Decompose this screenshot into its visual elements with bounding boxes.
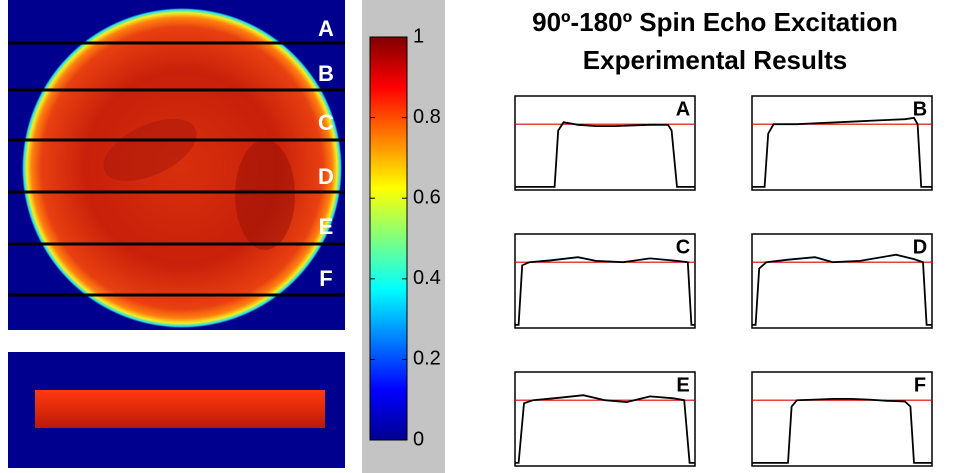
colorbar-tick-label: 0.8: [413, 106, 441, 128]
slice-label: F: [319, 266, 332, 291]
title-line: Experimental Results: [583, 45, 847, 75]
colorbar: [369, 36, 408, 441]
plot-frame: [751, 371, 933, 467]
profile-line: [515, 394, 695, 464]
slice-label: C: [318, 110, 334, 135]
plot-frame: [751, 233, 933, 329]
slice-label: D: [318, 164, 334, 189]
plot-label: A: [676, 98, 690, 120]
plot-label: B: [913, 98, 927, 120]
colorbar-tick-label: 0.6: [413, 186, 441, 208]
title-line: 90º-180º Spin Echo Excitation: [532, 7, 898, 37]
plot-label: E: [676, 374, 689, 396]
slice-label: B: [318, 61, 334, 86]
plot-frame: [751, 95, 933, 191]
profile-line: [752, 116, 932, 188]
slice-label: E: [319, 214, 334, 239]
slice-label: A: [318, 16, 334, 41]
shade: [235, 140, 295, 250]
plot-frame: [514, 371, 696, 467]
plot-frame: [514, 233, 696, 329]
colorbar-tick-label: 0.2: [413, 348, 441, 370]
plot-label: C: [676, 236, 690, 258]
plot-frame: [514, 95, 696, 191]
profile-line: [515, 121, 695, 188]
colorbar-tick-label: 1: [413, 25, 424, 47]
strip: [35, 390, 325, 428]
profile-line: [752, 398, 932, 464]
profile-line: [515, 256, 695, 326]
plot-label: F: [914, 374, 926, 396]
plot-label: D: [913, 236, 927, 258]
phantom-disk: [22, 8, 342, 328]
colorbar-tick-label: 0: [413, 428, 424, 450]
slice-lines: [8, 41, 345, 297]
profile-line: [752, 253, 932, 326]
shade: [103, 119, 197, 181]
colorbar-tick-label: 0.4: [413, 267, 441, 289]
